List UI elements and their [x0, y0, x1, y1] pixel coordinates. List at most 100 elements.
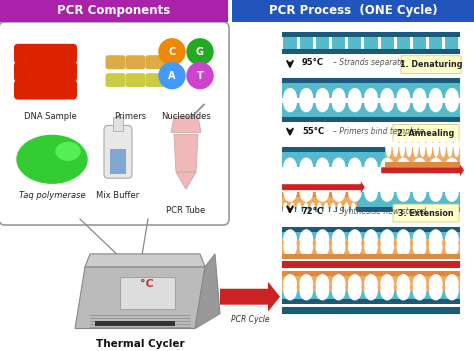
- Text: Nucleotides: Nucleotides: [161, 112, 211, 120]
- Ellipse shape: [364, 274, 378, 293]
- Bar: [282, 276, 460, 291]
- Ellipse shape: [317, 203, 322, 222]
- Ellipse shape: [445, 93, 459, 112]
- Ellipse shape: [283, 281, 297, 300]
- Ellipse shape: [283, 203, 288, 222]
- Bar: [282, 299, 460, 304]
- Ellipse shape: [348, 237, 362, 257]
- Ellipse shape: [316, 158, 329, 177]
- Polygon shape: [195, 254, 220, 329]
- Circle shape: [159, 39, 185, 65]
- Ellipse shape: [406, 138, 412, 157]
- Ellipse shape: [17, 135, 87, 183]
- Bar: [282, 207, 460, 212]
- Text: 3. Extension: 3. Extension: [398, 208, 454, 218]
- Ellipse shape: [429, 281, 443, 300]
- Ellipse shape: [413, 93, 427, 112]
- Ellipse shape: [413, 183, 427, 202]
- Ellipse shape: [300, 88, 313, 107]
- Ellipse shape: [364, 229, 378, 249]
- Bar: [282, 227, 460, 232]
- Ellipse shape: [445, 281, 459, 300]
- Text: PCR Cycle: PCR Cycle: [231, 314, 269, 324]
- Ellipse shape: [303, 203, 309, 222]
- Ellipse shape: [283, 274, 297, 293]
- Ellipse shape: [364, 158, 378, 177]
- Ellipse shape: [413, 88, 427, 107]
- Ellipse shape: [348, 229, 362, 249]
- FancyBboxPatch shape: [146, 73, 165, 87]
- Ellipse shape: [332, 158, 346, 177]
- Bar: [282, 192, 460, 207]
- Text: – Strands separate: – Strands separate: [333, 58, 405, 67]
- Bar: [282, 261, 460, 268]
- Text: 55°C: 55°C: [302, 127, 324, 136]
- Ellipse shape: [454, 138, 459, 157]
- Circle shape: [187, 39, 213, 65]
- Bar: [313, 37, 316, 49]
- Ellipse shape: [440, 138, 446, 157]
- Ellipse shape: [332, 237, 346, 257]
- Ellipse shape: [445, 237, 459, 257]
- Bar: [426, 37, 429, 49]
- Text: – Primers bind template: – Primers bind template: [333, 127, 424, 136]
- Ellipse shape: [300, 93, 313, 112]
- Bar: [442, 37, 445, 49]
- Bar: [282, 78, 460, 82]
- Bar: [282, 232, 460, 247]
- Bar: [281, 37, 283, 49]
- Ellipse shape: [396, 237, 410, 257]
- Text: 1. Denaturing: 1. Denaturing: [400, 60, 462, 69]
- Bar: [361, 37, 365, 49]
- Ellipse shape: [396, 281, 410, 300]
- Text: – Synthesise new strand: – Synthesise new strand: [333, 207, 426, 216]
- Ellipse shape: [380, 88, 394, 107]
- Text: PCR Tube: PCR Tube: [166, 206, 206, 215]
- Ellipse shape: [316, 281, 329, 300]
- Ellipse shape: [283, 88, 297, 107]
- Bar: [385, 147, 460, 162]
- Bar: [394, 37, 397, 49]
- Ellipse shape: [413, 138, 419, 157]
- Ellipse shape: [56, 143, 80, 160]
- Ellipse shape: [283, 183, 297, 202]
- Ellipse shape: [332, 281, 346, 300]
- Text: °C: °C: [140, 279, 154, 289]
- Text: DNA Sample: DNA Sample: [24, 112, 76, 120]
- Ellipse shape: [364, 237, 378, 257]
- Ellipse shape: [429, 183, 443, 202]
- Ellipse shape: [300, 274, 313, 293]
- Polygon shape: [282, 181, 365, 193]
- FancyBboxPatch shape: [393, 204, 459, 222]
- FancyBboxPatch shape: [106, 73, 126, 87]
- Polygon shape: [174, 134, 198, 172]
- Ellipse shape: [348, 88, 362, 107]
- Bar: [120, 277, 175, 309]
- Bar: [282, 32, 460, 37]
- Ellipse shape: [316, 183, 329, 202]
- Bar: [282, 152, 460, 167]
- Ellipse shape: [445, 274, 459, 293]
- Polygon shape: [171, 117, 201, 132]
- Bar: [282, 37, 460, 49]
- FancyBboxPatch shape: [0, 22, 229, 225]
- Ellipse shape: [300, 281, 313, 300]
- Ellipse shape: [392, 138, 398, 157]
- Bar: [282, 147, 460, 152]
- Text: Taq polymerase: Taq polymerase: [18, 191, 85, 200]
- Circle shape: [159, 63, 185, 88]
- Text: PCR Process  (ONE Cycle): PCR Process (ONE Cycle): [269, 5, 438, 18]
- FancyBboxPatch shape: [14, 80, 77, 100]
- Bar: [458, 37, 462, 49]
- Bar: [378, 37, 381, 49]
- Text: C: C: [168, 47, 176, 57]
- Ellipse shape: [332, 88, 346, 107]
- Polygon shape: [220, 282, 280, 312]
- Ellipse shape: [413, 281, 427, 300]
- Ellipse shape: [364, 281, 378, 300]
- Text: Thermal Cycler: Thermal Cycler: [96, 338, 184, 349]
- Ellipse shape: [396, 88, 410, 107]
- Ellipse shape: [396, 274, 410, 293]
- Ellipse shape: [386, 138, 392, 157]
- Ellipse shape: [413, 274, 427, 293]
